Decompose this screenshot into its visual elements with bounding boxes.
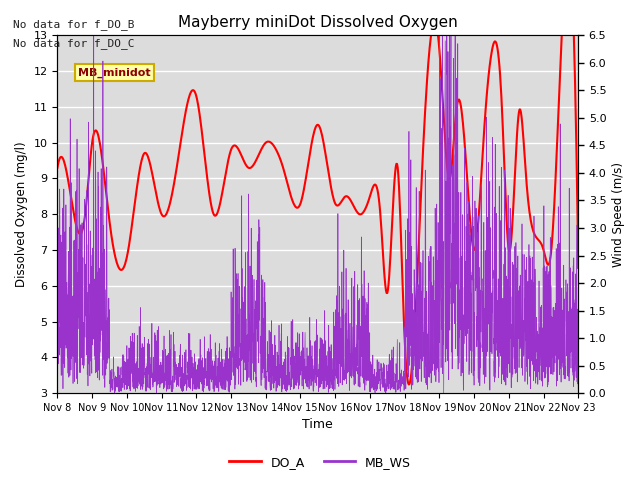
Y-axis label: Wind Speed (m/s): Wind Speed (m/s): [612, 162, 625, 267]
Legend: DO_A, MB_WS: DO_A, MB_WS: [224, 451, 416, 474]
Text: MB_minidot: MB_minidot: [78, 68, 151, 78]
Y-axis label: Dissolved Oxygen (mg/l): Dissolved Oxygen (mg/l): [15, 142, 28, 287]
Text: No data for f_DO_B: No data for f_DO_B: [13, 19, 134, 30]
Title: Mayberry miniDot Dissolved Oxygen: Mayberry miniDot Dissolved Oxygen: [178, 15, 458, 30]
Text: No data for f_DO_C: No data for f_DO_C: [13, 38, 134, 49]
X-axis label: Time: Time: [303, 419, 333, 432]
